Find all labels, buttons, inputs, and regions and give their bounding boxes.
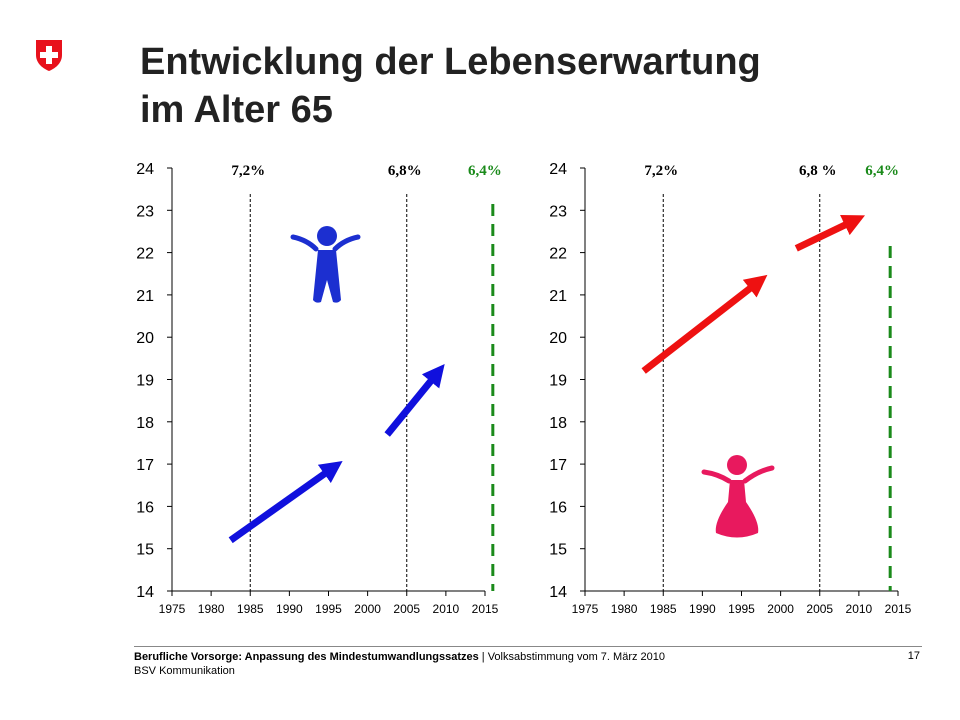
y-tick-label: 21 — [136, 288, 154, 305]
title-line-2: im Alter 65 — [140, 89, 333, 131]
page-number: 17 — [907, 650, 920, 662]
y-tick-label: 14 — [136, 584, 154, 601]
x-tick-label: 1995 — [315, 602, 342, 616]
y-tick-label: 16 — [136, 499, 154, 516]
x-tick-label: 2015 — [472, 602, 499, 616]
x-tick-label: 2010 — [433, 602, 460, 616]
footer-line-1: Berufliche Vorsorge: Anpassung des Minde… — [134, 650, 665, 664]
conversion-rate-label: 6,8 % — [799, 163, 837, 179]
y-tick-label: 24 — [136, 161, 154, 178]
y-tick-label: 16 — [549, 499, 567, 516]
title-line-1: Entwicklung der Lebenserwartung — [140, 41, 761, 83]
conversion-rate-label: 7,2% — [231, 163, 265, 179]
y-tick-label: 15 — [136, 542, 154, 559]
x-tick-label: 1980 — [611, 602, 638, 616]
x-tick-label: 2000 — [767, 602, 794, 616]
y-tick-label: 22 — [136, 246, 154, 263]
woman-figure-icon — [701, 455, 775, 538]
y-tick-label: 17 — [136, 457, 154, 474]
y-tick-label: 24 — [549, 161, 567, 178]
y-tick-label: 19 — [549, 373, 567, 390]
y-tick-label: 18 — [136, 415, 154, 432]
y-tick-label: 20 — [136, 330, 154, 347]
footer-divider — [134, 646, 922, 647]
x-tick-label: 1985 — [650, 602, 677, 616]
conversion-rate-label: 6,8% — [388, 163, 422, 179]
swiss-flag-logo — [36, 40, 62, 71]
y-tick-label: 22 — [549, 246, 567, 263]
footer-vote-date: | Volksabstimmung vom 7. März 2010 — [478, 651, 666, 663]
conversion-rate-label: 6,4% — [865, 163, 899, 179]
y-tick-label: 23 — [549, 203, 567, 220]
x-tick-label: 2000 — [354, 602, 381, 616]
x-tick-label: 1980 — [198, 602, 225, 616]
x-tick-label: 1990 — [276, 602, 303, 616]
x-tick-label: 2010 — [846, 602, 873, 616]
x-tick-label: 2015 — [885, 602, 912, 616]
x-tick-label: 1975 — [159, 602, 186, 616]
chart-panel-men: 14 15 16 17 18 19 20 21 22 23 24 1975 1980 1985 1990 19… — [136, 161, 501, 616]
trend-arrow — [384, 364, 445, 437]
x-tick-label: 2005 — [393, 602, 420, 616]
y-tick-label: 20 — [549, 330, 567, 347]
man-figure-icon — [290, 226, 361, 303]
footer-line-2: BSV Kommunikation — [134, 665, 235, 677]
footer-topic: Berufliche Vorsorge: Anpassung des Minde… — [134, 651, 479, 663]
y-tick-label: 23 — [136, 203, 154, 220]
x-tick-label: 1995 — [728, 602, 755, 616]
conversion-rate-label: 7,2% — [644, 163, 678, 179]
chart-panel-women: 14 15 16 17 18 19 20 21 22 23 24 1975 1980 1985 1990 19… — [549, 161, 911, 616]
x-tick-label: 1975 — [572, 602, 599, 616]
trend-arrow — [794, 214, 866, 252]
y-tick-label: 19 — [136, 373, 154, 390]
page-title: Entwicklung der Lebenserwartung im Alter… — [140, 38, 761, 134]
x-tick-label: 2005 — [806, 602, 833, 616]
trend-arrow — [228, 460, 343, 544]
y-tick-label: 17 — [549, 457, 567, 474]
y-tick-label: 14 — [549, 584, 567, 601]
y-tick-label: 18 — [549, 415, 567, 432]
conversion-rate-label: 6,4% — [468, 163, 502, 179]
y-tick-label: 15 — [549, 542, 567, 559]
x-tick-label: 1985 — [237, 602, 264, 616]
footer: Berufliche Vorsorge: Anpassung des Minde… — [134, 650, 665, 678]
y-tick-label: 21 — [549, 288, 567, 305]
x-tick-label: 1990 — [689, 602, 716, 616]
trend-arrow — [641, 274, 768, 374]
